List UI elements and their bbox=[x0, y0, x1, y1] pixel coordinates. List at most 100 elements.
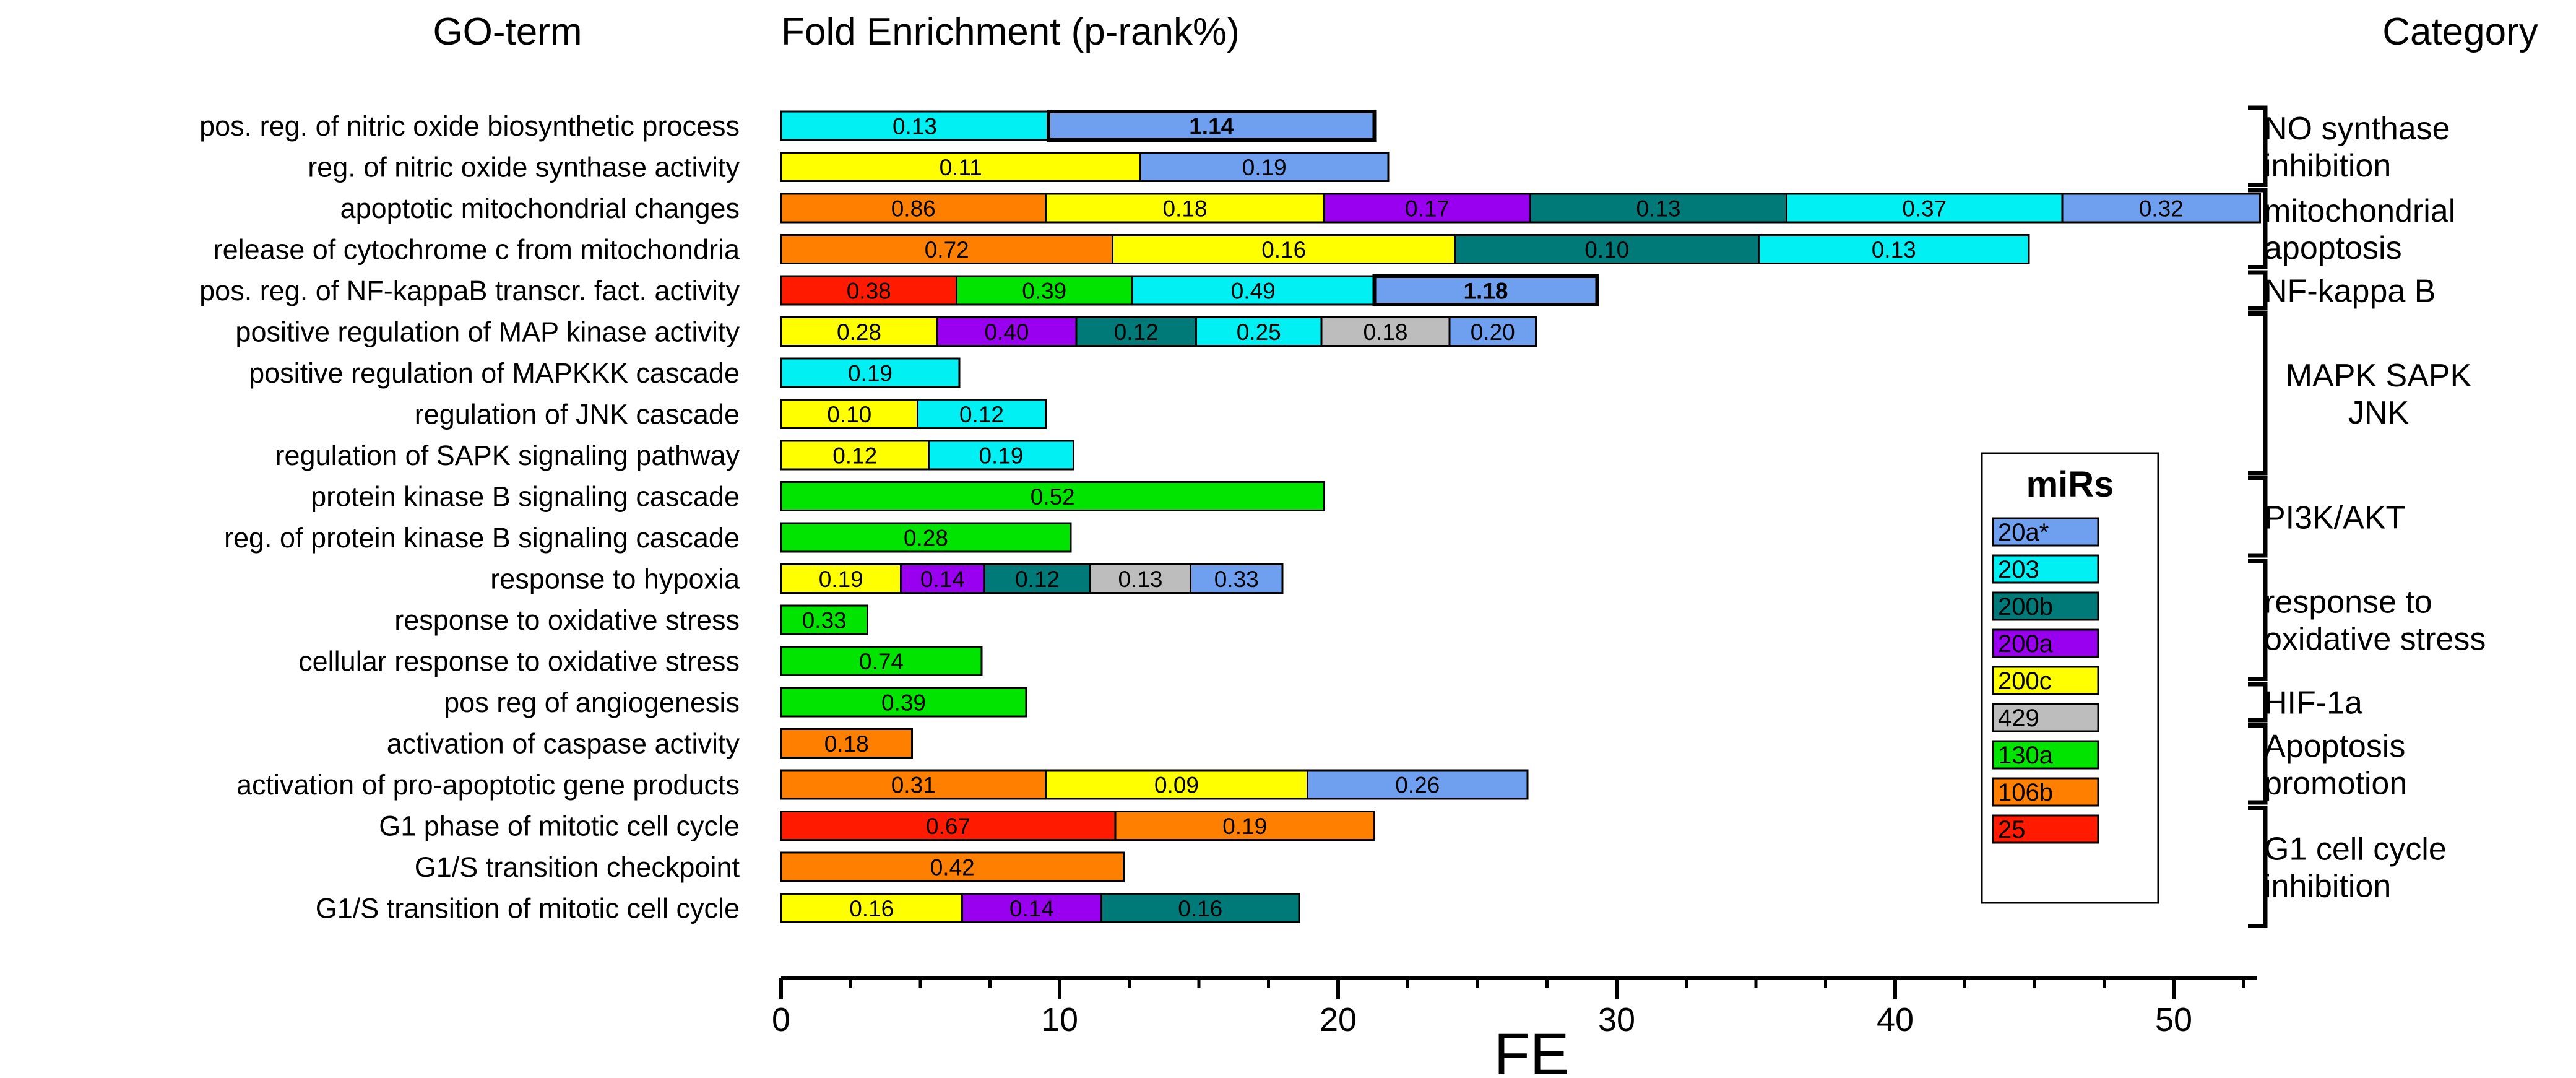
go-term-label: response to hypoxia bbox=[490, 563, 740, 595]
bar-segment-label: 0.12 bbox=[1114, 319, 1159, 345]
legend-label: 203 bbox=[1998, 556, 2039, 583]
bar-segment bbox=[936, 316, 1078, 347]
bar-segment-label: 1.14 bbox=[1189, 113, 1234, 139]
category-bracket bbox=[2248, 188, 2268, 269]
x-tick-label: 20 bbox=[1320, 1001, 1357, 1038]
bar-segment bbox=[780, 152, 1141, 182]
bar-segment-label: 0.25 bbox=[1237, 319, 1281, 345]
legend-label: 200b bbox=[1998, 593, 2053, 620]
bar-segment-label: 0.14 bbox=[1009, 896, 1054, 921]
category-bracket bbox=[2248, 723, 2268, 805]
bar-segment-label: 0.10 bbox=[827, 402, 871, 427]
go-term-label: regulation of SAPK signaling pathway bbox=[275, 440, 740, 471]
bar-segment bbox=[2061, 193, 2261, 224]
bar-segment-label: 0.16 bbox=[849, 896, 894, 921]
go-term-label: protein kinase B signaling cascade bbox=[311, 481, 740, 513]
bar-segment bbox=[780, 646, 983, 676]
bar-segment-label: 0.19 bbox=[979, 443, 1023, 468]
bar-segment-label: 0.16 bbox=[1178, 896, 1222, 921]
bar-segment-label: 0.39 bbox=[1022, 278, 1066, 303]
bar-segment bbox=[917, 399, 1047, 429]
go-term-label: regulation of JNK cascade bbox=[415, 399, 740, 430]
legend-label: 20a* bbox=[1998, 519, 2049, 546]
bar-segment-label: 0.38 bbox=[847, 278, 891, 303]
legend-swatch bbox=[1992, 628, 2099, 658]
bar-segment-label: 0.19 bbox=[819, 567, 863, 592]
go-term-label: G1/S transition checkpoint bbox=[415, 851, 740, 883]
bar-segment bbox=[1529, 193, 1787, 224]
bar-segment-label: 0.17 bbox=[1405, 196, 1450, 221]
category-label: PI3K/AKT bbox=[2264, 500, 2405, 536]
bar-segment-label: 0.13 bbox=[1872, 237, 1916, 263]
bar-segment-label: 0.19 bbox=[848, 360, 893, 386]
category-label: inhibition bbox=[2264, 869, 2391, 905]
bar-segment bbox=[1131, 275, 1375, 306]
bar-segment-label: 0.18 bbox=[1162, 196, 1207, 221]
category-label: G1 cell cycle bbox=[2264, 832, 2447, 867]
bar-segment-label: 0.14 bbox=[920, 567, 965, 592]
bar-segment bbox=[1112, 234, 1456, 264]
bar-segment bbox=[1100, 893, 1300, 923]
bar-segment-label: 0.42 bbox=[930, 854, 975, 880]
category-label: inhibition bbox=[2264, 148, 2391, 184]
bar-segment bbox=[1195, 316, 1323, 347]
bar-segment bbox=[780, 728, 913, 759]
bar-segment-label: 0.19 bbox=[1242, 155, 1287, 180]
go-term-label: pos reg of angiogenesis bbox=[444, 687, 740, 718]
bar-segment bbox=[780, 316, 938, 347]
bars: pos. reg. of nitric oxide biosynthetic p… bbox=[199, 110, 2261, 924]
bar-segment bbox=[780, 604, 868, 635]
bar-segment bbox=[1372, 274, 1599, 306]
bar-segment-label: 0.12 bbox=[832, 443, 877, 468]
bar-segment bbox=[928, 440, 1074, 471]
category-bracket bbox=[2248, 682, 2268, 723]
go-term-label: positive regulation of MAPKKK cascade bbox=[249, 357, 740, 389]
bar-segment-label: 0.13 bbox=[1118, 567, 1162, 592]
go-term-label: G1/S transition of mitotic cell cycle bbox=[316, 893, 740, 924]
bar-segment bbox=[1758, 234, 2030, 264]
category-bracket bbox=[2248, 311, 2268, 476]
legend-swatch bbox=[1992, 591, 2099, 621]
bar-segment bbox=[780, 193, 1047, 224]
bar-segment bbox=[1114, 811, 1375, 841]
category-bracket bbox=[2248, 105, 2268, 187]
bar-segment-label: 0.33 bbox=[1214, 567, 1259, 592]
bar-segment-label: 0.13 bbox=[893, 113, 937, 139]
bar-segment-label: 0.31 bbox=[891, 772, 936, 798]
legend-label: 130a bbox=[1998, 742, 2054, 769]
go-term-label: G1 phase of mitotic cell cycle bbox=[379, 811, 740, 842]
go-term-label: response to oxidative stress bbox=[394, 604, 740, 636]
category-label: Apoptosis bbox=[2264, 728, 2405, 764]
go-term-label: pos. reg. of nitric oxide biosynthetic p… bbox=[199, 110, 740, 142]
bar-segment-label: 1.18 bbox=[1463, 278, 1508, 303]
categories: NO synthaseinhibitionmitochondrialapopto… bbox=[2248, 105, 2486, 928]
x-tick-label: 10 bbox=[1041, 1001, 1078, 1038]
category-bracket bbox=[2248, 270, 2268, 311]
category-label: promotion bbox=[2264, 765, 2407, 801]
bar-segment bbox=[1190, 563, 1284, 594]
bar-segment bbox=[1045, 193, 1325, 224]
bar-segment bbox=[1089, 563, 1191, 594]
go-term-label: activation of caspase activity bbox=[387, 728, 740, 760]
header-go-term: GO-term bbox=[433, 11, 582, 53]
category-label: JNK bbox=[2348, 395, 2410, 431]
bar-segment-label: 0.72 bbox=[925, 237, 969, 263]
bar-segment bbox=[1448, 316, 1537, 347]
go-term-label: release of cytochrome c from mitochondri… bbox=[214, 234, 740, 266]
category-bracket bbox=[2248, 559, 2268, 681]
category-label: oxidative stress bbox=[2264, 622, 2486, 658]
bar-segment-label: 0.09 bbox=[1154, 772, 1199, 798]
bar-segment-label: 0.37 bbox=[1902, 196, 1947, 221]
bar-segment bbox=[1139, 152, 1390, 182]
bar-segment bbox=[1786, 193, 2064, 224]
go-term-label: reg. of protein kinase B signaling casca… bbox=[224, 522, 740, 554]
go-term-label: apoptotic mitochondrial changes bbox=[340, 193, 740, 224]
bar-segment bbox=[1454, 234, 1760, 264]
category-label: NF-kappa B bbox=[2264, 274, 2436, 310]
category-label: MAPK SAPK bbox=[2286, 358, 2472, 394]
bar-segment-label: 0.18 bbox=[1363, 319, 1407, 345]
x-tick-label: 50 bbox=[2155, 1001, 2192, 1038]
go-term-label: reg. of nitric oxide synthase activity bbox=[308, 152, 740, 183]
category-bracket bbox=[2248, 476, 2268, 558]
